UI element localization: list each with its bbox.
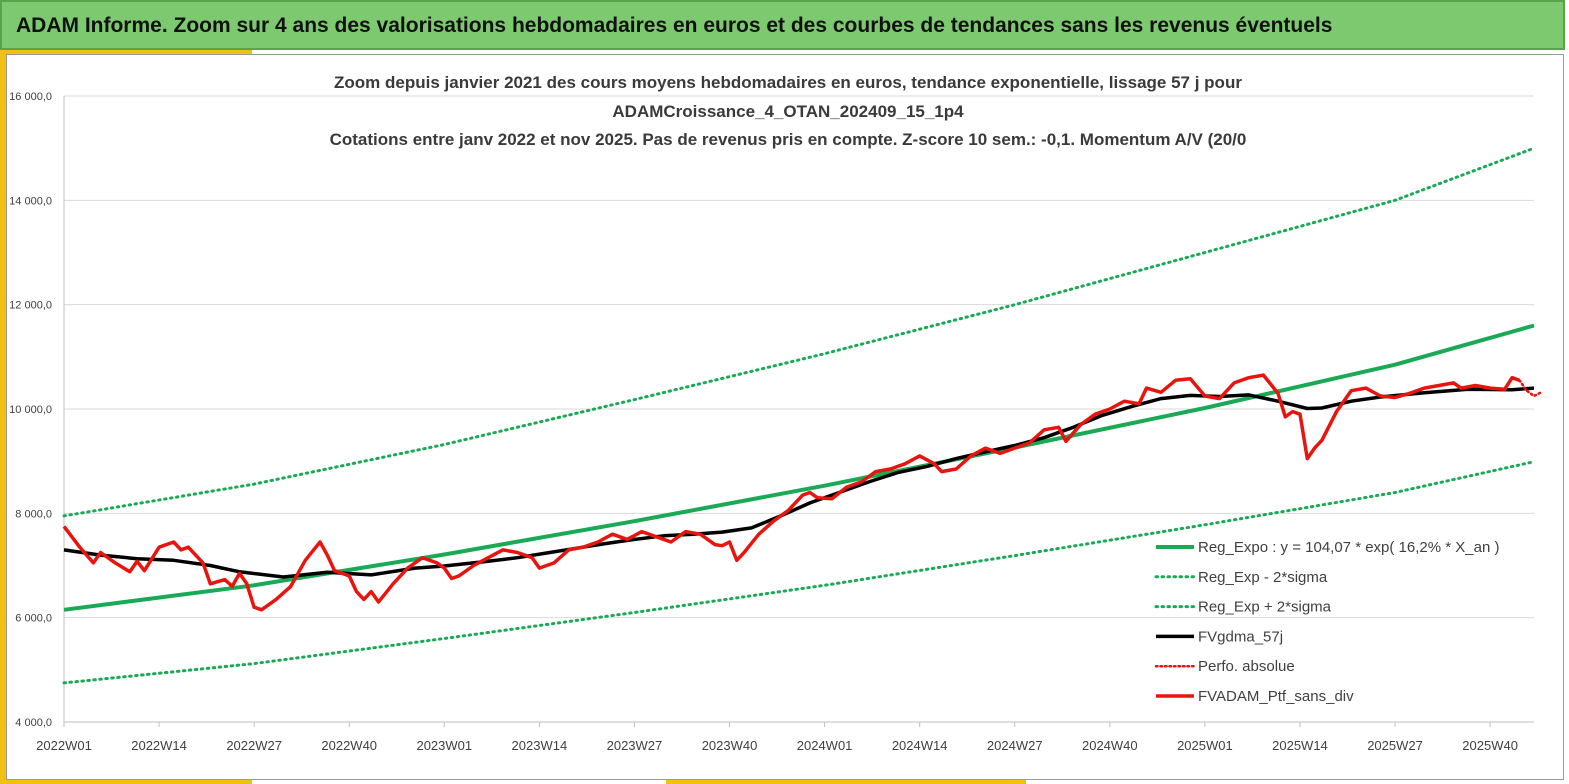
y-axis: 4 000,0 6 000,0 8 000,0 10 000,0 12 000,0 14 …: [9, 91, 65, 729]
legend-label-ptf: FVADAM_Ptf_sans_div: [1198, 688, 1354, 705]
chart-title-line-3: Cotations entre janv 2022 et nov 2025. P…: [330, 130, 1247, 149]
x-axis: 2022W01 2022W14 2022W27 2022W40 2023W01 2023W…: [36, 721, 1534, 753]
accent-bar-left: [0, 50, 6, 784]
x-tick-label: 2024W40: [1082, 738, 1138, 753]
page-title: ADAM Informe. Zoom sur 4 ans des valoris…: [16, 14, 1333, 37]
legend-label-trend: Reg_Expo : y = 104,07 * exp( 16,2% * X_a…: [1198, 539, 1499, 556]
y-tick-label: 14 000,0: [9, 195, 52, 207]
legend-label-minus: Reg_Exp - 2*sigma: [1198, 569, 1328, 586]
chart-title-line-2: ADAMCroissance_4_OTAN_202409_15_1p4: [612, 102, 964, 121]
x-tick-label: 2025W01: [1177, 738, 1233, 753]
x-tick-label: 2024W14: [892, 738, 948, 753]
x-tick-label: 2022W01: [36, 738, 92, 753]
chart-title-line-1: Zoom depuis janvier 2021 des cours moyen…: [334, 73, 1242, 92]
series-line-minus: [62, 460, 1536, 685]
series-line-plus: [62, 146, 1536, 518]
series-line-ptf: [62, 373, 1520, 612]
legend-label-gdma: FVgdma_57j: [1198, 628, 1283, 645]
accent-bar-bottom: [0, 780, 252, 784]
x-tick-label: 2025W27: [1367, 738, 1423, 753]
header-banner: ADAM Informe. Zoom sur 4 ans des valoris…: [0, 0, 1565, 50]
x-tick-label: 2023W27: [607, 738, 663, 753]
x-tick-label: 2022W40: [321, 738, 377, 753]
x-tick-label: 2025W14: [1272, 738, 1328, 753]
accent-bar-bottom-2: [666, 780, 1026, 784]
series-line-trend: [63, 323, 1535, 612]
x-tick-label: 2022W14: [131, 738, 187, 753]
legend-label-perfo: Perfo. absolue: [1198, 658, 1295, 675]
x-tick-label: 2022W27: [226, 738, 282, 753]
series-line-perfo: [1518, 379, 1543, 398]
x-tick-label: 2024W01: [797, 738, 853, 753]
accent-bar-top: [0, 50, 252, 54]
legend-label-plus: Reg_Exp + 2*sigma: [1198, 599, 1332, 616]
y-tick-label: 10 000,0: [9, 404, 52, 416]
y-tick-label: 8 000,0: [15, 508, 52, 520]
series-group: [62, 146, 1543, 685]
y-tick-label: 4 000,0: [15, 717, 52, 729]
chart-title-group: Zoom depuis janvier 2021 des cours moyen…: [330, 73, 1247, 149]
y-tick-label: 6 000,0: [15, 613, 52, 625]
legend: Reg_Expo : y = 104,07 * exp( 16,2% * X_a…: [1154, 539, 1499, 705]
chart-frame: [6, 54, 1564, 780]
grid-lines: [64, 95, 1534, 723]
x-tick-label: 2024W27: [987, 738, 1043, 753]
y-tick-label: 16 000,0: [9, 91, 52, 103]
x-tick-label: 2023W01: [416, 738, 472, 753]
x-tick-label: 2025W40: [1462, 738, 1518, 753]
x-tick-label: 2023W14: [512, 738, 568, 753]
y-tick-label: 12 000,0: [9, 300, 52, 312]
x-tick-label: 2023W40: [702, 738, 758, 753]
